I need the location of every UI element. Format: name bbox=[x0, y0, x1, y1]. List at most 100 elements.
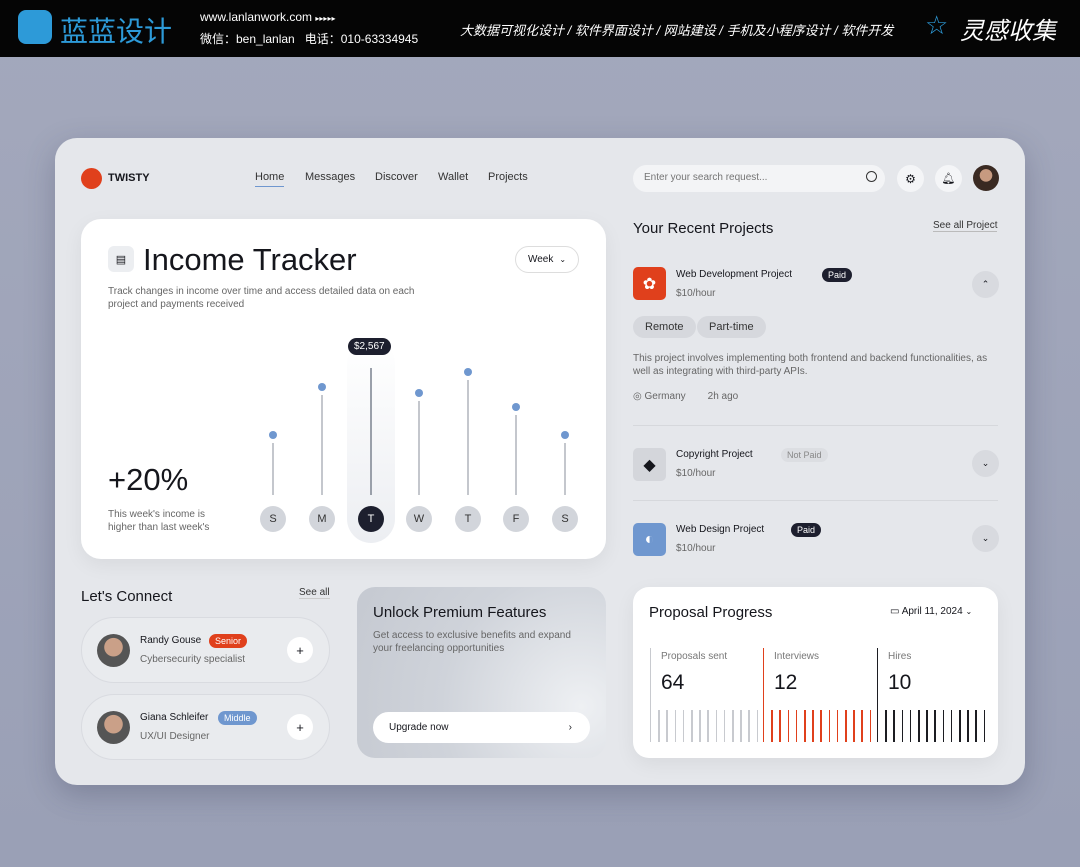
nav-messages[interactable]: Messages bbox=[305, 171, 356, 183]
period-dropdown[interactable]: Week ⌄ bbox=[515, 246, 579, 273]
progress-tick bbox=[861, 710, 863, 742]
search-bar[interactable] bbox=[633, 165, 885, 192]
status-badge: Not Paid bbox=[781, 448, 828, 462]
project-rate: $10/hour bbox=[676, 543, 716, 554]
progress-tick bbox=[885, 710, 887, 742]
progress-tick bbox=[853, 710, 855, 742]
date-picker[interactable]: ▭ April 11, 2024 ⌄ bbox=[890, 606, 972, 617]
tag-part-time: Part-time bbox=[697, 316, 766, 338]
progress-tick bbox=[658, 710, 660, 742]
progress-tick bbox=[909, 710, 912, 742]
search-icon[interactable] bbox=[866, 171, 877, 182]
tag-remote: Remote bbox=[633, 316, 696, 338]
chart-point bbox=[269, 431, 277, 440]
day-label[interactable]: M bbox=[309, 506, 335, 532]
upgrade-button[interactable]: Upgrade now › bbox=[373, 712, 590, 743]
stat-value: 64 bbox=[661, 671, 685, 694]
stat-divider bbox=[763, 648, 764, 742]
person-name: Randy Gouse bbox=[140, 635, 202, 646]
see-all-connect-link[interactable]: See all bbox=[299, 587, 330, 599]
day-label[interactable]: F bbox=[503, 506, 529, 532]
day-label[interactable]: T bbox=[358, 506, 384, 532]
level-badge: Middle bbox=[218, 711, 257, 725]
see-all-projects-link[interactable]: See all Project bbox=[933, 220, 998, 232]
phone-text: 电话：010-63334945 bbox=[304, 32, 419, 46]
plus-icon: + bbox=[296, 719, 304, 735]
expand-button[interactable]: ⌄ bbox=[972, 525, 999, 552]
chart-bar-line bbox=[370, 368, 372, 495]
income-tracker-card bbox=[81, 219, 606, 559]
chart-point bbox=[464, 367, 472, 376]
expand-button[interactable]: ⌄ bbox=[972, 450, 999, 477]
day-label[interactable]: T bbox=[455, 506, 481, 532]
nav-wallet[interactable]: Wallet bbox=[438, 171, 469, 183]
project-name: Web Development Project bbox=[676, 269, 792, 280]
collapse-button[interactable]: ⌃ bbox=[972, 271, 999, 298]
progress-tick bbox=[682, 710, 685, 742]
chevron-down-icon: ⌄ bbox=[981, 458, 990, 468]
chart-point bbox=[512, 403, 520, 412]
chart-bar-line bbox=[321, 395, 323, 495]
project-location: Germany bbox=[644, 391, 686, 402]
user-avatar[interactable] bbox=[973, 165, 999, 191]
url-text: www.lanlanwork.com bbox=[200, 10, 313, 24]
progress-tick bbox=[795, 710, 798, 742]
divider bbox=[633, 425, 998, 426]
progress-tick bbox=[699, 710, 701, 742]
avatar bbox=[97, 634, 130, 667]
chart-point bbox=[415, 388, 423, 397]
person-role: UX/UI Designer bbox=[140, 731, 210, 742]
add-connection-button[interactable]: + bbox=[287, 714, 313, 740]
chevron-right-icon: › bbox=[568, 722, 572, 733]
progress-tick bbox=[934, 710, 936, 742]
notifications-button[interactable]: 🔔︎ bbox=[935, 165, 962, 192]
brand-logo-icon bbox=[18, 10, 52, 44]
premium-text: Get access to exclusive benefits and exp… bbox=[373, 630, 571, 654]
wechat-text: 微信：ben_lanlan bbox=[200, 32, 295, 46]
nav-projects[interactable]: Projects bbox=[488, 171, 528, 183]
progress-tick bbox=[756, 710, 759, 742]
chart-bar-line bbox=[272, 443, 274, 495]
chart-point bbox=[318, 383, 326, 392]
app-name: TWISTY bbox=[108, 172, 150, 184]
stat-label: Hires bbox=[888, 651, 912, 662]
project-icon-web-design: ◐ bbox=[633, 523, 666, 556]
progress-tick bbox=[959, 710, 961, 742]
avatar bbox=[97, 711, 130, 744]
income-title: Income Tracker bbox=[143, 242, 357, 277]
settings-button[interactable]: ⚙ bbox=[897, 165, 924, 192]
nav-discover[interactable]: Discover bbox=[375, 171, 418, 183]
progress-tick bbox=[707, 710, 709, 742]
chart-bar-line bbox=[515, 415, 517, 495]
search-input[interactable] bbox=[644, 172, 854, 183]
add-connection-button[interactable]: + bbox=[287, 637, 313, 663]
premium-title: Unlock Premium Features bbox=[373, 604, 547, 621]
progress-tick bbox=[828, 710, 831, 742]
project-name: Web Design Project bbox=[676, 524, 765, 535]
connect-title: Let's Connect bbox=[81, 588, 173, 605]
level-badge: Senior bbox=[209, 634, 248, 648]
proposal-title: Proposal Progress bbox=[649, 604, 773, 621]
income-percent: +20% bbox=[108, 462, 189, 497]
income-note: This week's income is higher than last w… bbox=[108, 509, 210, 533]
day-label[interactable]: W bbox=[406, 506, 432, 532]
banner-contact: 微信：ben_lanlan 电话：010-63334945 bbox=[200, 30, 418, 47]
nav-home[interactable]: Home bbox=[255, 171, 285, 187]
chevron-down-icon: ⌄ bbox=[559, 255, 567, 264]
projects-title: Your Recent Projects bbox=[633, 220, 774, 237]
progress-tick bbox=[983, 710, 986, 742]
progress-tick bbox=[779, 710, 781, 742]
chart-bar-line bbox=[467, 379, 469, 495]
progress-tick bbox=[918, 710, 920, 742]
chart-bar-line bbox=[418, 400, 420, 495]
person-name: Giana Schleifer bbox=[140, 712, 209, 723]
progress-tick bbox=[740, 710, 742, 742]
banner-url: www.lanlanwork.com ▸▸▸▸▸ bbox=[200, 10, 335, 24]
day-label[interactable]: S bbox=[552, 506, 578, 532]
day-label[interactable]: S bbox=[260, 506, 286, 532]
upgrade-label: Upgrade now bbox=[389, 722, 449, 733]
bell-icon: 🔔︎ bbox=[941, 173, 956, 185]
project-description: This project involves implementing both … bbox=[633, 353, 988, 377]
progress-tick bbox=[869, 710, 872, 742]
stat-label: Proposals sent bbox=[661, 651, 728, 662]
